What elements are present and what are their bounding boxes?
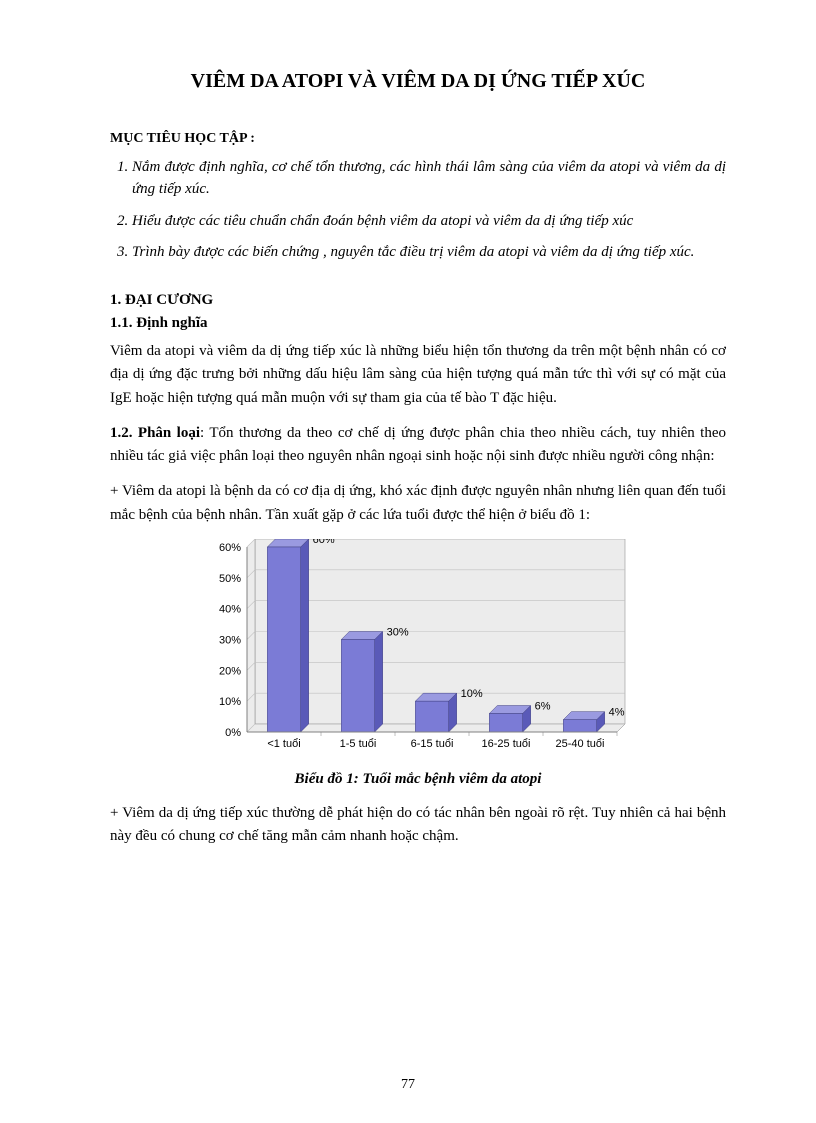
svg-text:16-25 tuổi: 16-25 tuổi (482, 738, 531, 750)
svg-text:50%: 50% (219, 573, 241, 585)
objective-item: Trình bày được các biến chứng , nguyên t… (132, 242, 726, 264)
objective-item: Hiểu được các tiêu chuẩn chẩn đoán bệnh … (132, 211, 726, 233)
svg-text:30%: 30% (219, 634, 241, 646)
svg-text:25-40 tuổi: 25-40 tuổi (556, 738, 605, 750)
paragraph-contact: + Viêm da dị ứng tiếp xúc thường dễ phát… (110, 802, 726, 849)
svg-text:0%: 0% (225, 727, 241, 739)
bar-chart-svg: 0% 10% 20% 30% 40% 50% 60% 60% <1 tuổi 30% 1-5 tuổ… (203, 539, 633, 754)
svg-text:60%: 60% (313, 539, 335, 546)
svg-text:60%: 60% (219, 542, 241, 554)
paragraph-classification: 1.2. Phân loại: Tổn thương da theo cơ ch… (110, 422, 726, 469)
paragraph-definition: Viêm da atopi và viêm da dị ứng tiếp xúc… (110, 340, 726, 410)
objective-item: Nắm được định nghĩa, cơ chế tổn thương, … (132, 157, 726, 201)
svg-text:20%: 20% (219, 665, 241, 677)
section-1-1-heading: 1.1. Định nghĩa (110, 315, 726, 332)
svg-text:40%: 40% (219, 603, 241, 615)
chart-caption: Biểu đồ 1: Tuổi mắc bệnh viêm da atopi (110, 771, 726, 788)
svg-text:30%: 30% (387, 626, 409, 638)
objectives-heading: MỤC TIÊU HỌC TẬP : (110, 131, 726, 147)
page-number: 77 (0, 1077, 816, 1093)
page-title: VIÊM DA ATOPI VÀ VIÊM DA DỊ ỨNG TIẾP XÚC (110, 70, 726, 93)
age-chart: 0% 10% 20% 30% 40% 50% 60% 60% <1 tuổi 30% 1-5 tuổ… (203, 539, 633, 759)
svg-text:1-5 tuổi: 1-5 tuổi (340, 738, 377, 750)
objectives-list: Nắm được định nghĩa, cơ chế tổn thương, … (110, 157, 726, 264)
svg-text:10%: 10% (219, 696, 241, 708)
svg-text:10%: 10% (461, 688, 483, 700)
section-1-heading: 1. ĐẠI CƯƠNG (110, 292, 726, 309)
svg-text:6-15 tuổi: 6-15 tuổi (411, 738, 454, 750)
svg-text:4%: 4% (609, 706, 625, 718)
page: VIÊM DA ATOPI VÀ VIÊM DA DỊ ỨNG TIẾP XÚC… (0, 0, 816, 1123)
section-1-2-lead: 1.2. Phân loại (110, 425, 200, 441)
paragraph-atopi: + Viêm da atopi là bệnh da có cơ địa dị … (110, 480, 726, 527)
svg-text:<1 tuổi: <1 tuổi (267, 738, 300, 750)
svg-text:6%: 6% (535, 700, 551, 712)
section-1-2-rest: : Tổn thương da theo cơ chế dị ứng được … (110, 425, 726, 464)
